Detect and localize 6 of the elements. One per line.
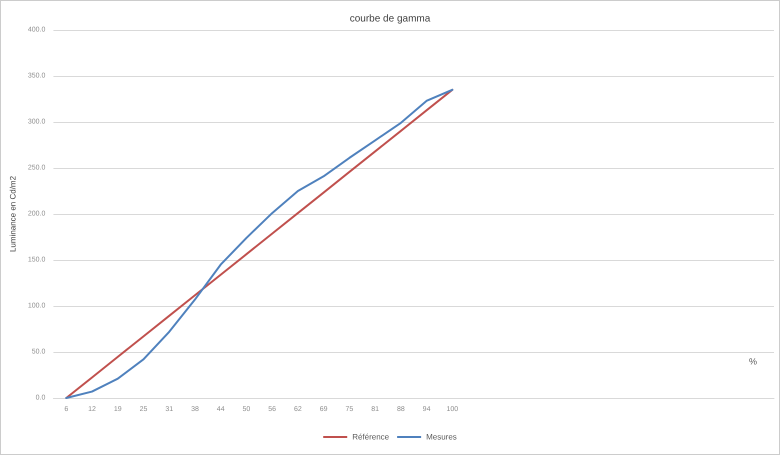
legend-label: Référence <box>352 432 390 442</box>
y-axis-title: Luminance en Cd/m2 <box>8 175 18 252</box>
chart-title: courbe de gamma <box>350 14 431 24</box>
annotation: % <box>749 356 758 366</box>
legend-label: Mesures <box>426 432 457 442</box>
line-series <box>65 88 454 399</box>
